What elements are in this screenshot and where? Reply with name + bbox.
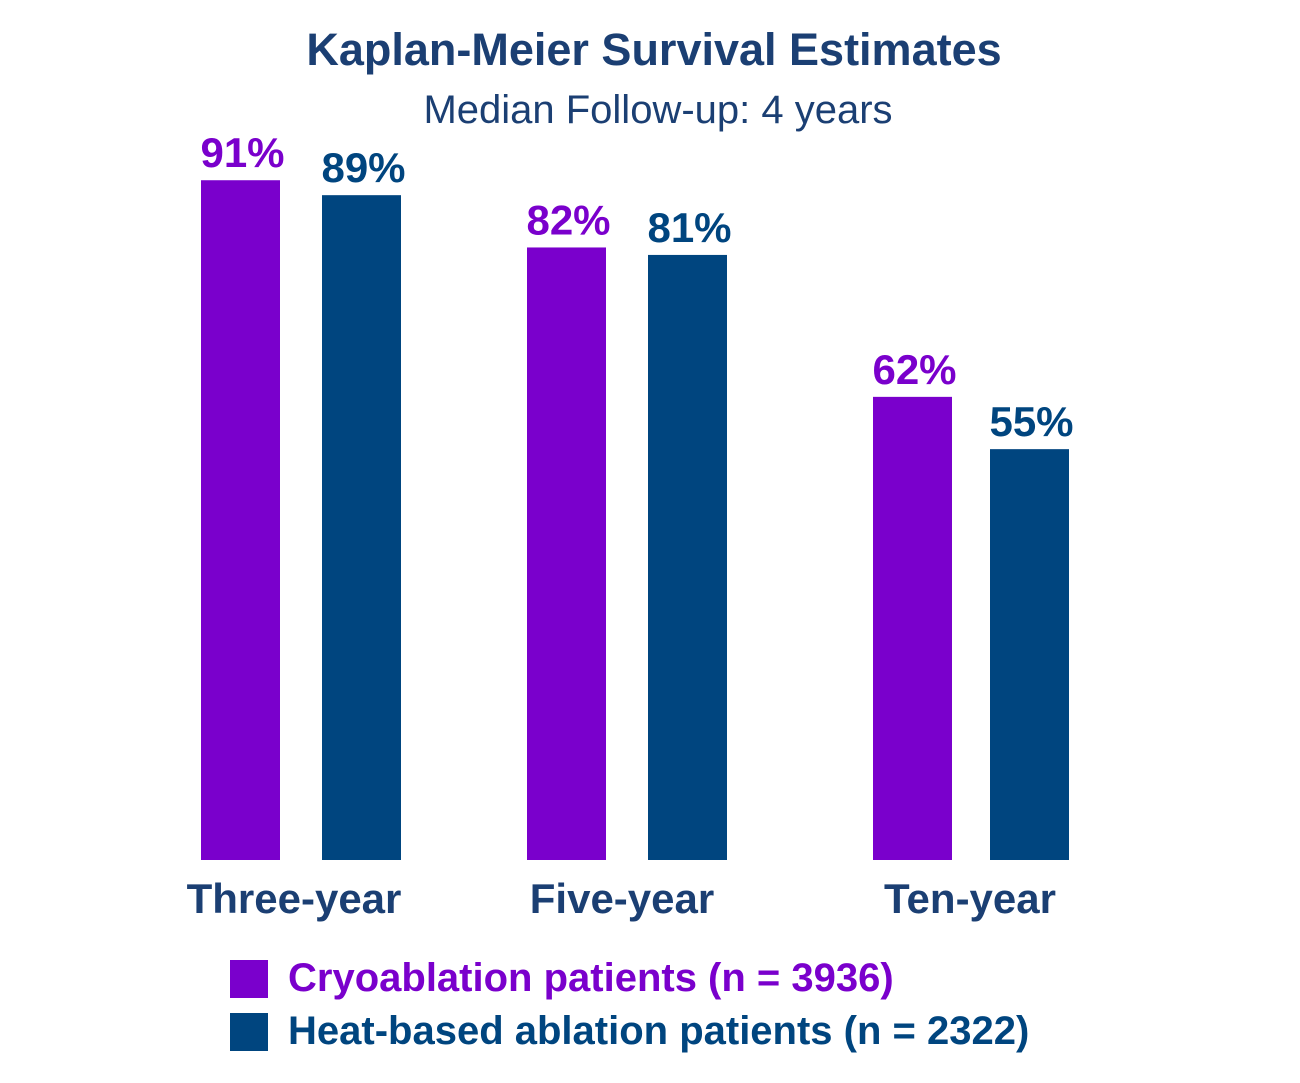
- legend-item-cryoablation: Cryoablation patients (n = 3936): [230, 956, 894, 1001]
- data-label: 55%: [989, 398, 1073, 445]
- data-label: 81%: [647, 204, 731, 251]
- chart-subtitle: Median Follow-up: 4 years: [423, 88, 893, 132]
- chart-title: Kaplan-Meier Survival Estimates: [306, 24, 1002, 75]
- x-tick-label: Five-year: [530, 875, 714, 922]
- bar-five-year-series-2: [648, 254, 727, 860]
- x-tick-label: Three-year: [187, 875, 402, 922]
- x-tick-label: Ten-year: [884, 875, 1056, 922]
- bar-three-year-series-1: [201, 180, 280, 861]
- legend-label-heat-based: Heat-based ablation patients (n = 2322): [288, 1009, 1030, 1053]
- data-label: 62%: [872, 346, 956, 393]
- bar-ten-year-series-1: [873, 396, 952, 860]
- data-label: 89%: [321, 144, 405, 191]
- legend-item-heat-based: Heat-based ablation patients (n = 2322): [230, 1009, 1029, 1054]
- bar-ten-year-series-2: [990, 449, 1069, 860]
- legend-swatch-heat-based: [230, 1012, 268, 1051]
- bar-three-year-series-2: [322, 195, 401, 861]
- legend-label-cryoablation: Cryoablation patients (n = 3936): [288, 956, 894, 1000]
- legend-swatch-cryoablation: [230, 959, 268, 998]
- data-label: 82%: [526, 196, 610, 243]
- data-label: 91%: [200, 129, 284, 176]
- bar-five-year-series-1: [527, 247, 606, 860]
